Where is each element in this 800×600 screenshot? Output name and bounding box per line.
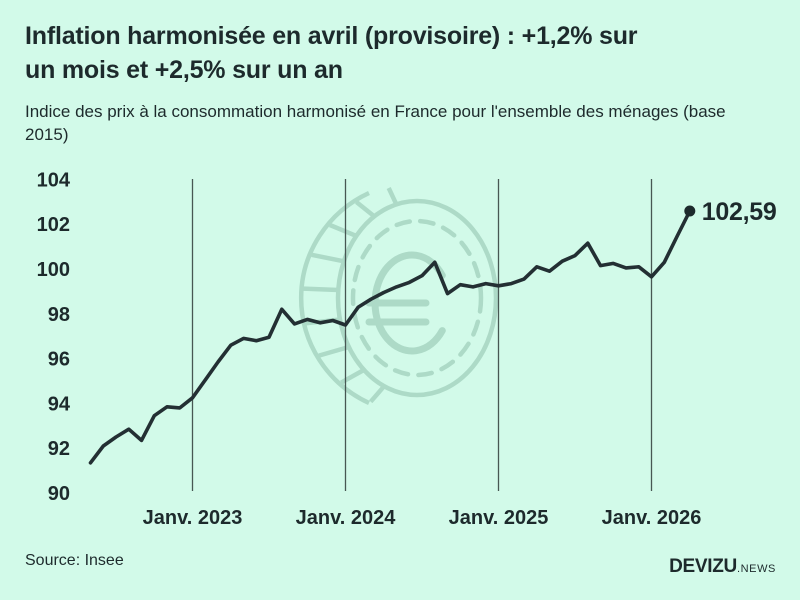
devizu-logo-main: DEVIZU [669,556,737,577]
series-end-value-label: 102,59 [702,198,777,226]
y-tick-label: 96 [48,349,70,371]
coin-ridge [368,384,386,404]
series-end-dot [684,205,696,217]
y-tick-label: 90 [48,483,70,505]
chart-title-line2: un mois et +2,5% sur un an [25,55,343,84]
coin-ridge [329,222,358,238]
y-tick-label: 92 [48,438,70,460]
euro-glyph-bars [365,299,430,326]
devizu-logo-suffix: .NEWS [736,563,776,575]
coin-ridge [386,187,399,206]
coin-ridge [303,286,339,293]
coin-ridge [311,252,345,264]
coin-dashed-circle [350,218,484,378]
y-tick-label: 98 [48,304,70,326]
x-tick-label: Janv. 2025 [449,507,549,529]
y-tick-label: 102 [37,214,70,236]
source-label: Source: Insee [25,552,124,569]
devizu-logo: DEVIZU.NEWS [669,556,776,578]
coin-edge-arc [298,190,370,406]
y-tick-label: 100 [37,259,70,281]
euro-coin-watermark-icon [298,187,499,406]
x-axis-labels: Janv. 2023 Janv. 2024 Janv. 2025 Janv. 2026 [143,507,702,529]
inflation-series-line [88,209,692,465]
vertical-gridlines [191,179,653,491]
coin-ridge [354,200,376,219]
coin-face-circle [335,198,499,398]
chart-title-line1: Inflation harmonisée en avril (provisoir… [25,22,638,50]
x-tick-label: Janv. 2024 [296,507,397,529]
x-tick-label: Janv. 2023 [143,507,243,529]
coin-ridge [340,367,366,385]
chart-title: Inflation harmonisée en avril (provisoir… [25,20,777,87]
y-tick-label: 94 [48,393,71,415]
coin-ridge [318,344,350,358]
y-axis-labels: 90 92 94 96 98 100 102 104 [37,169,71,505]
chart-subtitle: Indice des prix à la consommation harmon… [25,100,777,147]
y-tick-label: 104 [37,169,71,191]
chart-subtitle-line2: 2015) [25,125,69,145]
x-tick-label: Janv. 2026 [602,507,702,529]
chart-subtitle-line1: Indice des prix à la consommation harmon… [25,102,726,121]
